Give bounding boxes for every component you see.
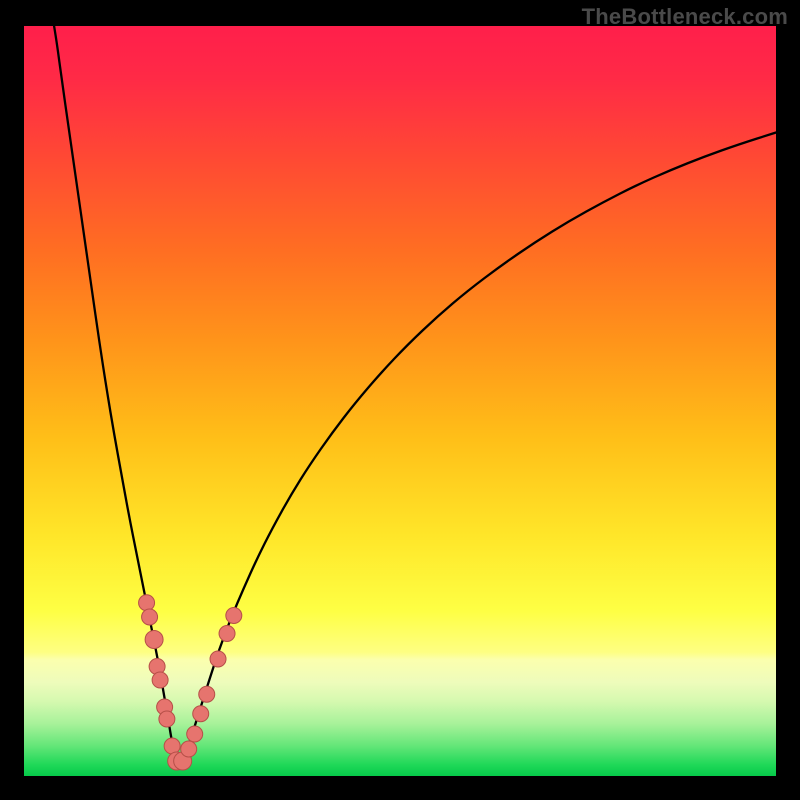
- data-marker: [210, 651, 226, 667]
- data-marker: [199, 686, 215, 702]
- plot-area: [24, 26, 776, 776]
- data-marker: [219, 626, 235, 642]
- data-marker: [193, 706, 209, 722]
- data-marker: [187, 726, 203, 742]
- chart-svg: [24, 26, 776, 776]
- data-marker: [226, 608, 242, 624]
- data-marker: [152, 672, 168, 688]
- data-marker: [145, 631, 163, 649]
- data-marker: [181, 741, 197, 757]
- gradient-background: [24, 26, 776, 776]
- data-marker: [159, 711, 175, 727]
- data-marker: [142, 609, 158, 625]
- data-marker: [139, 595, 155, 611]
- chart-frame: TheBottleneck.com: [0, 0, 800, 800]
